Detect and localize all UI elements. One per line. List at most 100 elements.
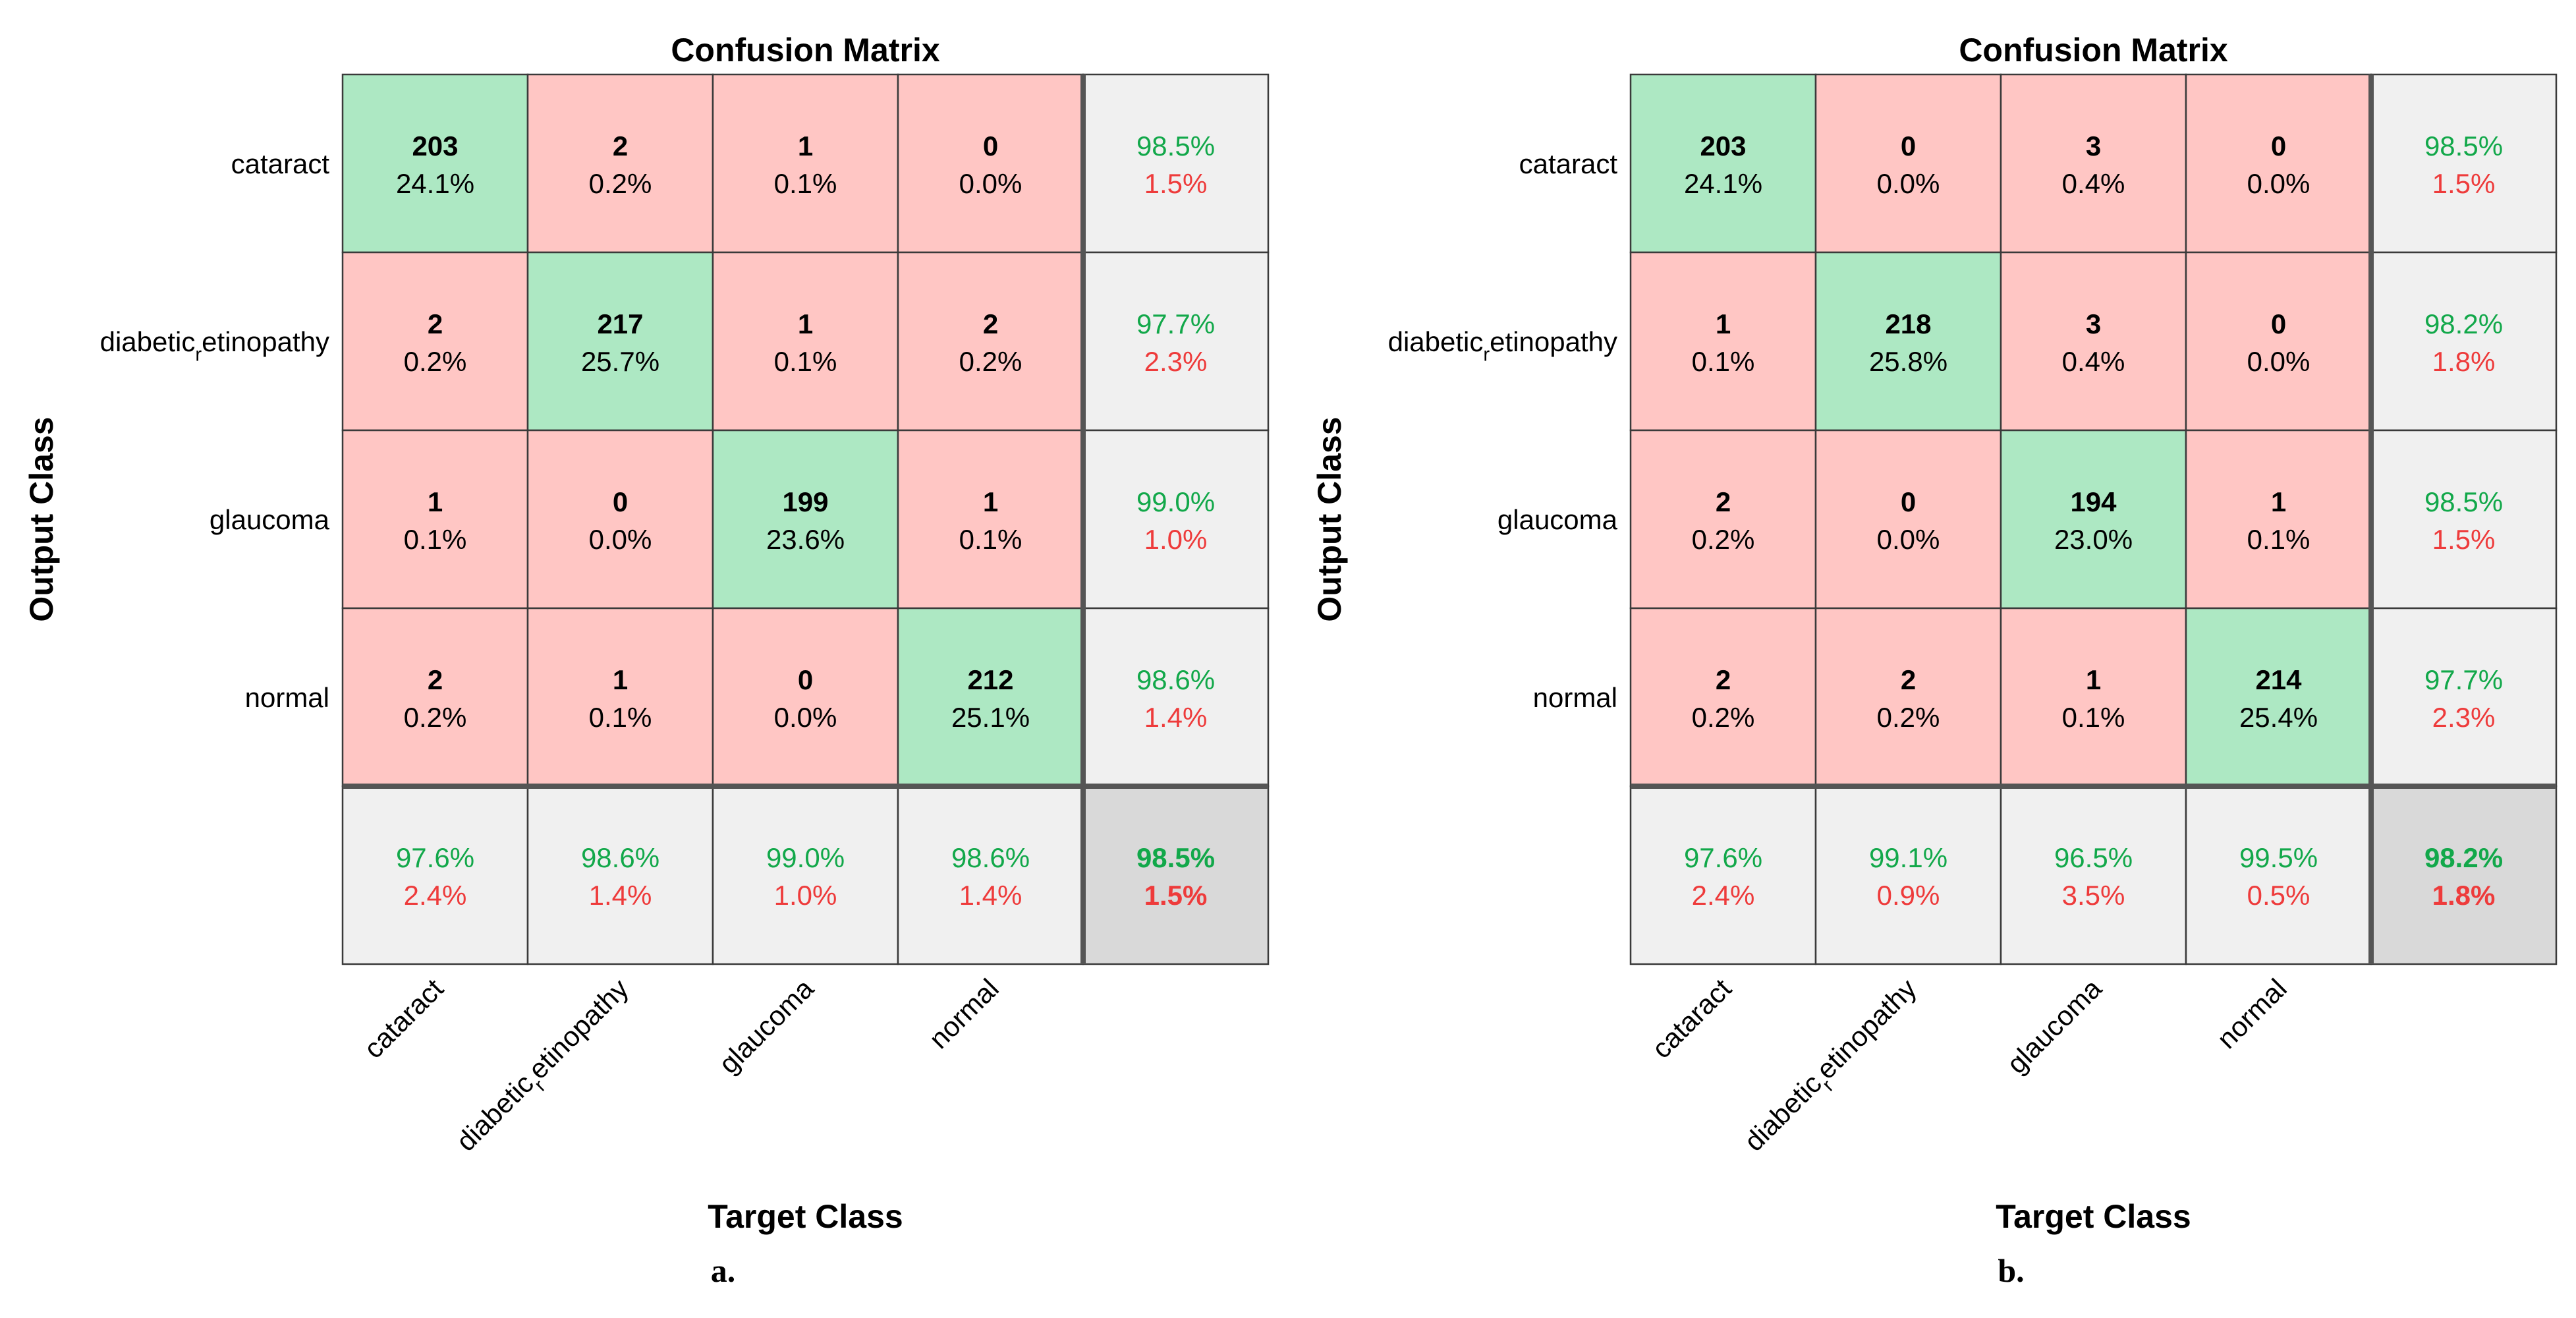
column-summary-cell xyxy=(341,785,529,965)
cell-percent: 0.1% xyxy=(959,524,1022,555)
cell-count: 1 xyxy=(428,486,443,517)
error-rate: 1.8% xyxy=(2432,880,2496,911)
y-axis-label: Output Class xyxy=(23,416,60,621)
error-rate: 2.4% xyxy=(1692,880,1755,911)
row-summary-cell xyxy=(2370,73,2558,254)
matrix-cell-error xyxy=(897,429,1084,610)
cell-percent: 0.0% xyxy=(2247,346,2310,377)
row-summary-cell xyxy=(1082,73,1270,254)
matrix-cell-error xyxy=(341,429,529,610)
matrix-cell-error xyxy=(1814,607,2002,788)
correct-rate: 98.6% xyxy=(951,842,1030,873)
matrix-cell-error xyxy=(1629,251,1817,432)
cell-percent: 23.6% xyxy=(766,524,845,555)
cell-count: 212 xyxy=(967,664,1013,695)
error-rate: 1.0% xyxy=(1144,524,1208,555)
column-summary-cell xyxy=(2000,785,2187,965)
cell-count: 2 xyxy=(1716,486,1731,517)
matrix-cell-correct xyxy=(1814,251,2002,432)
matrix-cell-error xyxy=(1629,429,1817,610)
correct-rate: 99.5% xyxy=(2239,842,2318,873)
cell-count: 1 xyxy=(1716,308,1731,339)
correct-rate: 98.5% xyxy=(2424,486,2503,517)
cell-percent: 0.0% xyxy=(959,168,1022,199)
cell-count: 3 xyxy=(2086,130,2101,161)
y-tick-label: normal xyxy=(245,682,329,713)
y-tick-label: glaucoma xyxy=(210,504,330,535)
cell-percent: 24.1% xyxy=(396,168,474,199)
correct-rate: 97.7% xyxy=(1136,308,1215,339)
error-rate: 1.4% xyxy=(589,880,652,911)
x-tick-label: glaucoma xyxy=(2001,973,2108,1079)
cell-count: 2 xyxy=(428,308,443,339)
x-tick-label: glaucoma xyxy=(713,973,820,1079)
confusion-matrix-panel-b: Confusion Matrix20324.1%00.0%30.4%00.0%9… xyxy=(1311,32,2558,1289)
correct-rate: 98.6% xyxy=(1136,664,1215,695)
cell-count: 203 xyxy=(1700,130,1746,161)
matrix-cell-error xyxy=(341,251,529,432)
cell-percent: 0.2% xyxy=(1692,702,1755,733)
y-tick-label: cataract xyxy=(1519,148,1618,179)
correct-rate: 97.6% xyxy=(396,842,474,873)
x-tick-label: diabeticretinopathy xyxy=(1738,973,1928,1163)
matrix-cell-correct xyxy=(2185,607,2372,788)
cell-percent: 0.2% xyxy=(404,346,467,377)
chart-title: Confusion Matrix xyxy=(1959,32,2228,69)
cell-percent: 0.1% xyxy=(589,702,652,733)
cell-percent: 23.0% xyxy=(2054,524,2133,555)
cell-count: 0 xyxy=(1901,130,1916,161)
error-rate: 1.5% xyxy=(2432,524,2496,555)
column-summary-cell xyxy=(2185,785,2372,965)
correct-rate: 98.5% xyxy=(1136,130,1215,161)
cell-count: 1 xyxy=(798,308,813,339)
cell-count: 2 xyxy=(428,664,443,695)
matrix-cell-error xyxy=(897,251,1084,432)
cell-count: 0 xyxy=(2271,308,2286,339)
cell-percent: 0.2% xyxy=(589,168,652,199)
cell-percent: 0.1% xyxy=(774,168,837,199)
cell-count: 199 xyxy=(782,486,828,517)
cell-percent: 24.1% xyxy=(1684,168,1762,199)
cell-count: 0 xyxy=(798,664,813,695)
cell-percent: 0.4% xyxy=(2062,346,2125,377)
column-summary-cell xyxy=(897,785,1084,965)
error-rate: 1.4% xyxy=(959,880,1022,911)
matrix-cell-error xyxy=(2000,73,2187,254)
cell-count: 0 xyxy=(613,486,628,517)
row-summary-cell xyxy=(2370,429,2558,610)
cell-percent: 0.0% xyxy=(589,524,652,555)
panel-label: a. xyxy=(711,1252,736,1289)
correct-rate: 99.1% xyxy=(1869,842,1947,873)
cell-count: 1 xyxy=(983,486,998,517)
matrix-cell-error xyxy=(1814,73,2002,254)
cell-percent: 0.2% xyxy=(404,702,467,733)
row-summary-cell xyxy=(1082,251,1270,432)
matrix-cell-error xyxy=(712,73,899,254)
row-summary-cell xyxy=(1082,607,1270,788)
cell-count: 1 xyxy=(2086,664,2101,695)
matrix-cell-error xyxy=(2185,429,2372,610)
error-rate: 2.3% xyxy=(1144,346,1208,377)
x-tick-label: cataract xyxy=(358,973,449,1064)
error-rate: 2.3% xyxy=(2432,702,2496,733)
cell-percent: 0.1% xyxy=(2062,702,2125,733)
matrix-cell-error xyxy=(712,607,899,788)
cell-count: 1 xyxy=(2271,486,2286,517)
error-rate: 2.4% xyxy=(404,880,467,911)
correct-rate: 98.2% xyxy=(2424,308,2503,339)
x-axis-label: Target Class xyxy=(708,1198,903,1235)
matrix-cell-error xyxy=(526,73,714,254)
error-rate: 1.0% xyxy=(774,880,837,911)
cell-percent: 0.4% xyxy=(2062,168,2125,199)
y-tick-label: diabeticretinopathy xyxy=(100,326,329,366)
overall-accuracy-cell xyxy=(2370,785,2558,965)
cell-count: 0 xyxy=(1901,486,1916,517)
matrix-cell-error xyxy=(2185,73,2372,254)
cell-percent: 25.8% xyxy=(1869,346,1947,377)
cell-count: 214 xyxy=(2255,664,2302,695)
correct-rate: 99.0% xyxy=(766,842,845,873)
cell-percent: 0.2% xyxy=(1692,524,1755,555)
matrix-cell-error xyxy=(1814,429,2002,610)
error-rate: 3.5% xyxy=(2062,880,2125,911)
